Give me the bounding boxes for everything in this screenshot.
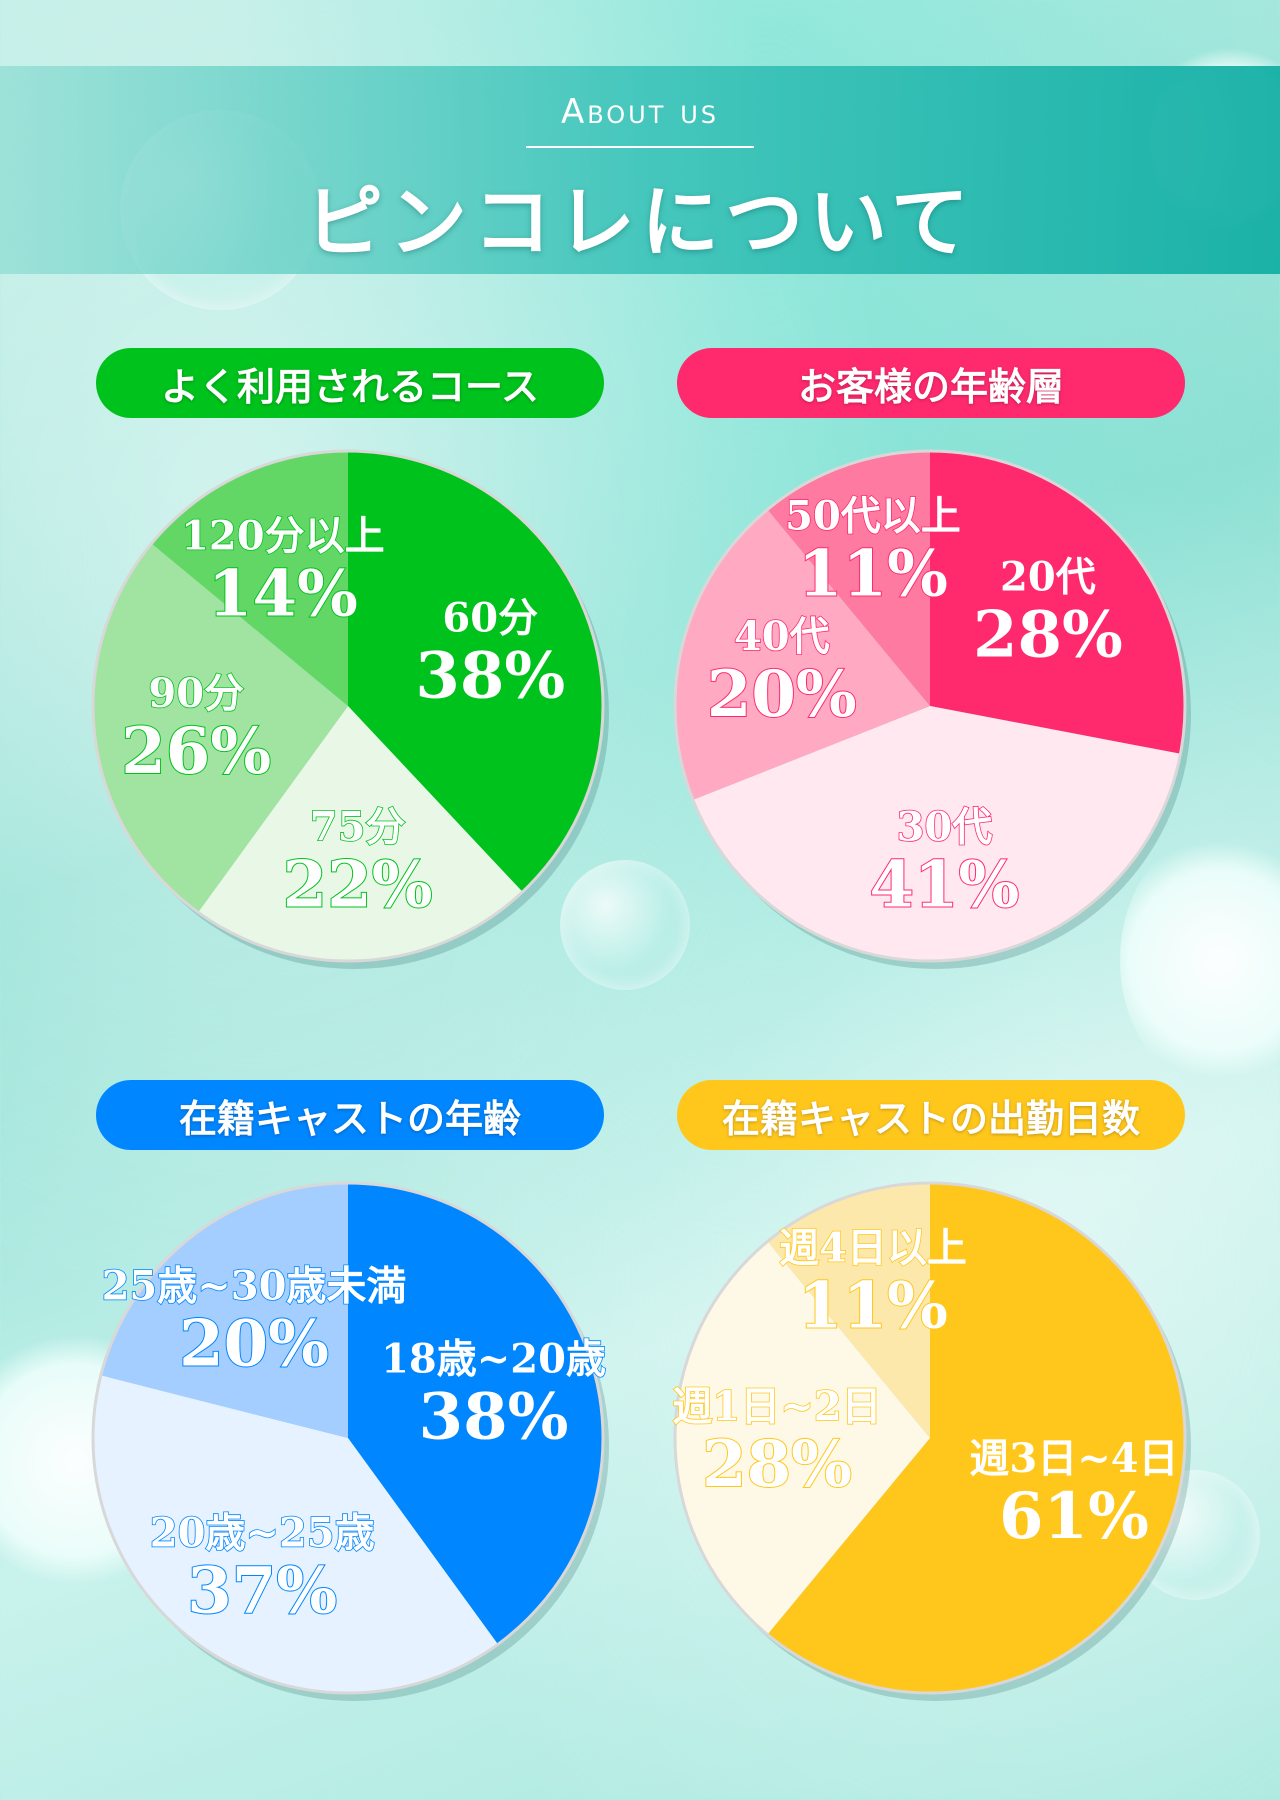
pie-slice-label: 60分 [442, 595, 538, 642]
pie-slice-value: 41% [869, 847, 1019, 922]
pie-slice-label: 50代以上 [785, 493, 961, 540]
pie-outline [673, 1181, 1187, 1695]
pie-slice-value: 20% [179, 1306, 329, 1381]
pie-slice-label: 30代 [897, 803, 993, 850]
pie-slice-value: 38% [415, 639, 565, 714]
pie-slice-label: 90分 [148, 670, 244, 717]
pie-slice-value: 14% [208, 557, 358, 632]
pie-outline [91, 449, 605, 963]
pie-slice [692, 706, 1181, 962]
pie-slice-label: 週4日以上 [779, 1225, 967, 1272]
pie-slice [100, 1183, 348, 1438]
chart-title-cast-age: 在籍キャストの年齢 [96, 1080, 604, 1150]
pie-slice [930, 451, 1185, 754]
pie-slice-label: 週3日~4日 [969, 1435, 1178, 1482]
pie-slice-label: 20歳~25歳 [150, 1510, 375, 1557]
chart-title-cast-attendance: 在籍キャストの出勤日数 [677, 1080, 1185, 1150]
pie-slice [767, 1183, 1185, 1693]
pie-outline [91, 1181, 605, 1695]
pie-slice-value: 28% [702, 1427, 852, 1502]
pie-slice-value: 11% [798, 1269, 948, 1344]
chart-title-customer-age: お客様の年齢層 [677, 348, 1185, 418]
pie-outline [673, 449, 1187, 963]
pie-slice-value: 28% [973, 597, 1123, 672]
pie-slice [348, 1183, 604, 1645]
about-us-label: About us [560, 92, 720, 132]
bubble-decoration [560, 860, 690, 990]
pie-slice-label: 120分以上 [181, 513, 385, 560]
header-band [0, 66, 1280, 274]
pie-slice-label: 18歳~20歳 [381, 1336, 606, 1383]
pie-slice-label: 40代 [734, 613, 830, 660]
pie-slice-value: 26% [121, 714, 271, 789]
pie-slice-value: 11% [798, 537, 948, 612]
pie-slice-value: 37% [187, 1554, 337, 1629]
pie-slice [675, 1241, 930, 1635]
pie-slice-value: 20% [707, 657, 857, 732]
pie-slice [767, 451, 930, 706]
pie-slice-label: 20代 [1000, 553, 1096, 600]
pie-slice-value: 38% [419, 1380, 569, 1455]
page-title: ピンコレについて [305, 177, 975, 268]
pie-slice-value: 22% [283, 848, 433, 923]
pie-slice [767, 1183, 930, 1438]
pie-slice [198, 706, 523, 961]
pie-slice-value: 61% [999, 1479, 1149, 1554]
pie-slice [348, 451, 603, 892]
flower-decoration [1120, 830, 1280, 1090]
about-us-underline [526, 146, 754, 148]
pie-slice [151, 451, 348, 706]
pie-slice [92, 543, 349, 913]
pie-slice-label: 週1日~2日 [672, 1383, 881, 1430]
chart-title-course: よく利用されるコース [96, 348, 604, 418]
pie-slice-label: 25歳~30歳未満 [102, 1262, 407, 1309]
pie-slice [675, 509, 930, 800]
pie-slice [92, 1375, 498, 1693]
pie-slice-label: 75分 [310, 804, 406, 851]
